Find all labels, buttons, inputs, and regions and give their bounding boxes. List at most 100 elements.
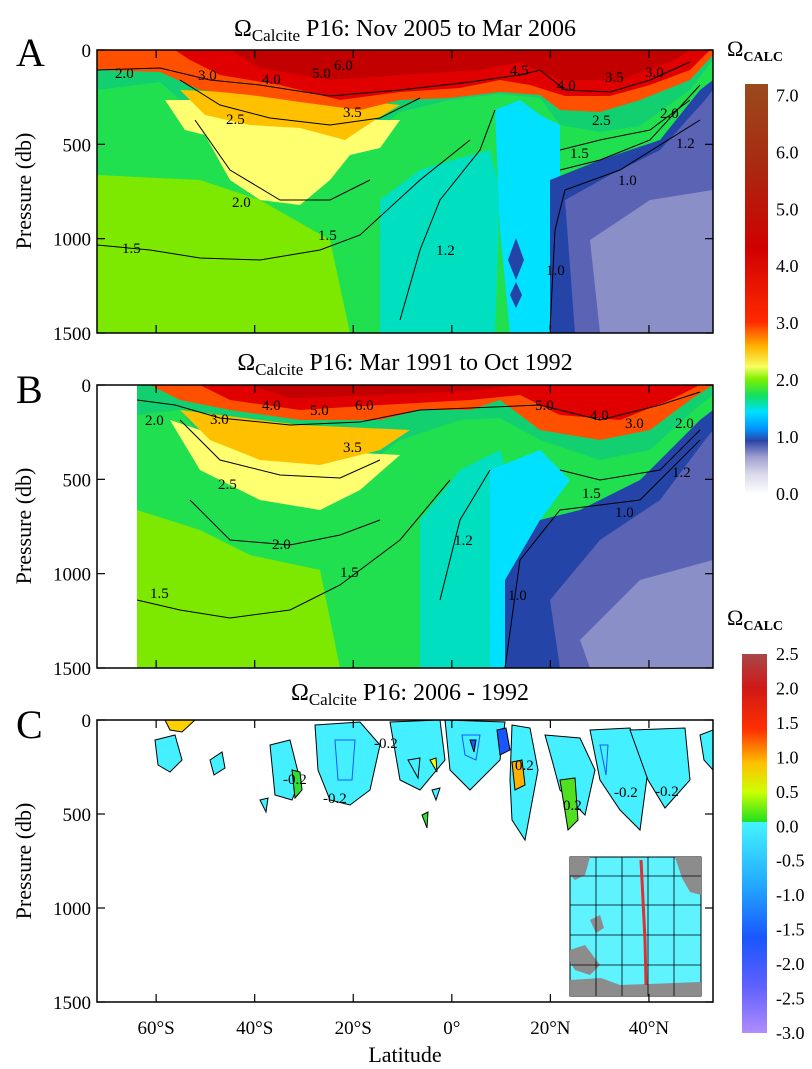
panel-a: A ΩCalcite P16: Nov 2005 to Mar 2006 (16, 16, 714, 334)
contour-label: 1.0 (618, 173, 637, 189)
inset-map (569, 856, 702, 997)
y-axis-label-c: Pressure (db) (11, 803, 36, 920)
colorbar-bottom-tick-label: 1.0 (776, 747, 799, 767)
panel-a-letter: A (16, 30, 45, 75)
contour-label: 2.0 (115, 66, 134, 82)
colorbar-top-tick-label: 0.0 (776, 484, 799, 504)
contour-label: 1.5 (582, 486, 601, 502)
contour-label: 1.2 (676, 136, 695, 152)
x-tick-label: 0° (443, 1018, 460, 1039)
contour-label: 4.0 (590, 408, 609, 424)
contour-label: 2.5 (218, 477, 237, 493)
contour-label: 6.0 (355, 398, 374, 414)
contour-label: 3.0 (210, 412, 229, 428)
panel-c-letter: C (16, 702, 43, 747)
colorbar-top-tick-label: 2.0 (776, 370, 799, 390)
contour-label: 1.2 (436, 243, 455, 259)
contour-label: -0.2 (374, 736, 398, 752)
y-tick-label: 1500 (53, 324, 91, 345)
colorbar-top-ticks: 7.0 6.0 5.0 4.0 3.0 2.0 1.0 0.0 (776, 85, 799, 504)
contour-label: 3.5 (343, 105, 362, 121)
colorbar-top-tick-label: 5.0 (776, 199, 799, 219)
panel-c-title: ΩCalcite P16: 2006 - 1992 (291, 680, 529, 709)
panel-b-letter: B (16, 367, 43, 412)
contour-label: 4.0 (557, 78, 576, 94)
colorbar-top-tick-label: 7.0 (776, 85, 799, 105)
panel-a-title: ΩCalcite P16: Nov 2005 to Mar 2006 (234, 16, 576, 45)
panel-b: B ΩCalcite P16: Mar 1991 to Oct 1992 (16, 350, 714, 669)
contour-label: 2.5 (226, 112, 245, 128)
contour-label: 1.2 (672, 465, 691, 481)
contour-label: 1.5 (570, 146, 589, 162)
panel-c: C ΩCalcite P16: 2006 - 1992 (16, 680, 714, 1003)
contour-label: 5.0 (535, 398, 554, 414)
contour-label: -0.2 (655, 784, 679, 800)
contour-label: 2.0 (675, 416, 694, 432)
colorbar-top-tick-label: 4.0 (776, 256, 799, 276)
y-tick-label: 1000 (53, 899, 91, 920)
contour-label: -0.2 (323, 791, 347, 807)
contour-label: 4.0 (262, 72, 281, 88)
contour-label: 3.0 (645, 65, 664, 81)
y-tick-label: 1000 (53, 565, 91, 586)
y-tick-label: 0 (82, 41, 92, 62)
y-tick-label: 1500 (53, 993, 91, 1014)
colorbar-top-gradient (745, 84, 768, 494)
y-tick-label: 0 (82, 711, 92, 732)
y-tick-label: 0 (82, 376, 92, 397)
panel-b-frame (96, 384, 714, 669)
x-tick-label: 60°S (138, 1018, 175, 1039)
y-tick-label: 500 (63, 805, 92, 826)
axes-layer: 0 500 1000 1500 0 500 1000 1500 60°S 40°S 20°S 0° 20… (53, 41, 713, 1039)
x-tick-label: 20°S (335, 1018, 372, 1039)
contour-label: 1.0 (615, 505, 634, 521)
colorbar-bottom: ΩCALC 2.5 2.0 1.5 1.0 0.5 0.0 -0.5 -1.0 -1.5 -2.0… (727, 605, 805, 1043)
colorbar-top-tick-label: 6.0 (776, 142, 799, 162)
contour-label: 4.0 (262, 398, 281, 414)
colorbar-top-tick-label: 3.0 (776, 313, 799, 333)
y-axis-label-a: Pressure (db) (11, 133, 36, 250)
contour-label: 1.5 (122, 241, 141, 257)
contour-label: -0.2 (283, 772, 307, 788)
contour-label: 3.0 (198, 68, 217, 84)
colorbar-bottom-tick-label: 0.5 (776, 782, 799, 802)
contour-label: 2.5 (592, 113, 611, 129)
contour-label: 2.0 (145, 413, 164, 429)
colorbar-top-tick-label: 1.0 (776, 427, 799, 447)
contour-label: 5.0 (312, 66, 331, 82)
colorbar-top: ΩCALC 7.0 6.0 5.0 4.0 3.0 2.0 1.0 0.0 (727, 36, 799, 504)
contour-label: 6.0 (334, 58, 353, 74)
colorbar-bottom-positive (742, 654, 767, 822)
contour-label: 5.0 (310, 403, 329, 419)
y-tick-label: 1500 (53, 659, 91, 680)
contour-label: 1.0 (508, 588, 527, 604)
contour-label: 1.2 (454, 533, 473, 549)
x-axis-label: Latitude (368, 1042, 441, 1067)
contour-label: 2.0 (272, 537, 291, 553)
inset-track-line (639, 859, 648, 986)
panel-b-contour-field: 2.0 3.0 4.0 5.0 6.0 5.0 4.0 3.0 2.0 3.5 … (136, 385, 713, 668)
colorbar-bottom-tick-label: 0.0 (776, 816, 799, 836)
contour-label: -0.2 (614, 785, 638, 801)
panel-b-title: ΩCalcite P16: Mar 1991 to Oct 1992 (237, 350, 572, 379)
x-tick-label: 40°S (236, 1018, 273, 1039)
y-tick-label: 1000 (53, 230, 91, 251)
panel-c-frame (96, 719, 714, 1003)
x-tick-label: 20°N (530, 1018, 571, 1039)
colorbar-bottom-ticks: 2.5 2.0 1.5 1.0 0.5 0.0 -0.5 -1.0 -1.5 -2.0 -2.5 -3… (776, 644, 805, 1043)
panel-a-contour-field: 2.0 3.0 4.0 5.0 6.0 4.5 4.0 3.5 3.0 2.5 … (97, 50, 713, 333)
contour-label: 4.5 (510, 63, 529, 79)
colorbar-bottom-tick-label: 2.0 (776, 678, 799, 698)
y-axis-label-b: Pressure (db) (11, 468, 36, 585)
colorbar-bottom-tick-label: -1.5 (776, 920, 805, 940)
contour-label: 0.2 (515, 758, 534, 774)
contour-label: 3.5 (605, 70, 624, 86)
y-tick-label: 500 (63, 135, 92, 156)
contour-label: 1.5 (318, 228, 337, 244)
colorbar-bottom-title: ΩCALC (727, 605, 783, 634)
colorbar-bottom-tick-label: -2.0 (776, 954, 805, 974)
x-tick-label: 40°N (629, 1018, 670, 1039)
panel-c-contour-field: -0.2 -0.2 -0.2 0.2 0.2 -0.2 -0.2 (154, 720, 713, 997)
contour-label: 0.2 (563, 798, 582, 814)
contour-label: 3.5 (343, 440, 362, 456)
